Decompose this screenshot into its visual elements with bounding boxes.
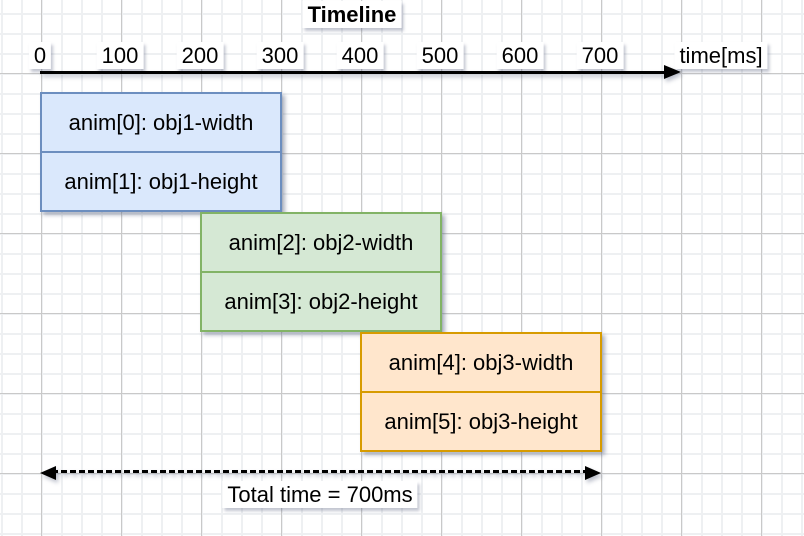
diagram-title: Timeline <box>302 1 402 28</box>
dashed-line <box>52 470 589 473</box>
axis-tick-label: 200 <box>176 42 224 69</box>
timeline-bar-anim5: anim[5]: obj3-height <box>384 408 578 434</box>
total-time-arrow <box>40 466 601 480</box>
axis-unit-label: time[ms] <box>674 42 768 69</box>
timeline-bar-anim4: anim[4]: obj3-width <box>362 334 600 393</box>
axis-tick-label: 700 <box>576 42 624 69</box>
axis-tick-label: 500 <box>416 42 464 69</box>
bar-group-obj3: anim[4]: obj3-width anim[5]: obj3-height <box>360 332 602 452</box>
axis-tick-label: 0 <box>28 42 52 69</box>
axis-tick-label: 300 <box>256 42 304 69</box>
timeline-bar-anim0: anim[0]: obj1-width <box>42 94 280 153</box>
bar-group-obj2: anim[2]: obj2-width anim[3]: obj2-height <box>200 212 442 332</box>
time-axis-arrowhead-icon <box>664 65 681 79</box>
arrowhead-right-icon <box>585 466 601 480</box>
timeline-bar-anim1: anim[1]: obj1-height <box>64 168 258 194</box>
axis-tick-label: 100 <box>96 42 144 69</box>
bar-group-obj1: anim[0]: obj1-width anim[1]: obj1-height <box>40 92 282 212</box>
timeline-bar-anim3: anim[3]: obj2-height <box>224 288 418 314</box>
timeline-bar-anim2: anim[2]: obj2-width <box>202 214 440 273</box>
axis-tick-label: 400 <box>336 42 384 69</box>
time-axis-line <box>40 71 666 74</box>
axis-tick-label: 600 <box>496 42 544 69</box>
arrowhead-left-icon <box>40 466 56 480</box>
total-time-label: Total time = 700ms <box>222 481 418 508</box>
